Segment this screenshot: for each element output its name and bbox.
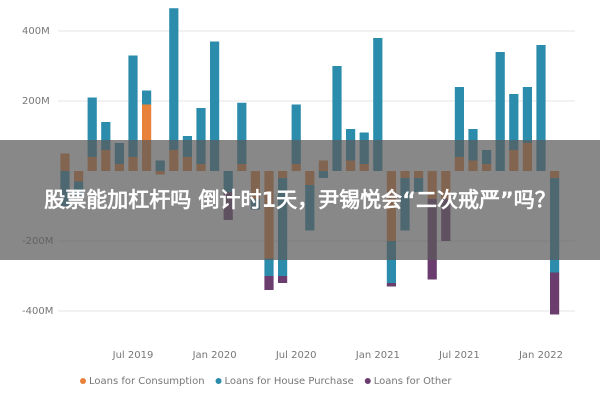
legend-marker [215, 378, 222, 384]
y-tick-label: -400M [22, 306, 53, 317]
x-tick-label: Jan 2020 [192, 350, 237, 361]
bar-segment [210, 41, 220, 171]
legend-marker [364, 378, 371, 384]
bar-segment [550, 272, 560, 315]
x-tick-label: Jan 2022 [518, 350, 563, 361]
x-tick-label: Jul 2020 [275, 350, 317, 361]
bar-segment [128, 55, 138, 157]
y-tick-label: 200M [22, 96, 50, 107]
bar-segment [169, 8, 179, 150]
legend-marker [80, 378, 86, 384]
bar-segment [386, 283, 396, 287]
bar-segment [101, 122, 111, 150]
bar-segment [237, 102, 247, 164]
bar-segment [196, 108, 206, 164]
bar-segment [495, 52, 505, 171]
bar-segment [291, 104, 301, 164]
bar-segment [278, 276, 288, 283]
banner: 股票能加杠杆吗 倒计时1天，尹锡悦会“二次戒严”吗？ [0, 140, 600, 260]
legend-label: Loans for Other [374, 376, 453, 387]
bar-segment [264, 258, 274, 276]
x-tick-label: Jan 2021 [355, 350, 400, 361]
legend-label: Loans for Consumption [89, 376, 205, 387]
x-tick-label: Jul 2019 [112, 350, 154, 361]
bar-segment [386, 241, 396, 283]
bar-segment [509, 94, 519, 150]
bar-segment [522, 87, 532, 143]
bar-segment [332, 66, 342, 171]
bar-segment [142, 104, 152, 171]
bar-segment [264, 276, 274, 290]
bar-segment [373, 38, 383, 171]
y-tick-label: 400M [22, 26, 50, 37]
bar-segment [454, 87, 464, 157]
bar-segment [536, 45, 546, 171]
bar-segment [87, 97, 97, 157]
banner-text: 股票能加杠杆吗 倒计时1天，尹锡悦会“二次戒严”吗？ [44, 188, 556, 212]
x-tick-label: Jul 2021 [438, 350, 480, 361]
bar-segment [142, 90, 152, 105]
legend-label: Loans for House Purchase [225, 376, 354, 387]
